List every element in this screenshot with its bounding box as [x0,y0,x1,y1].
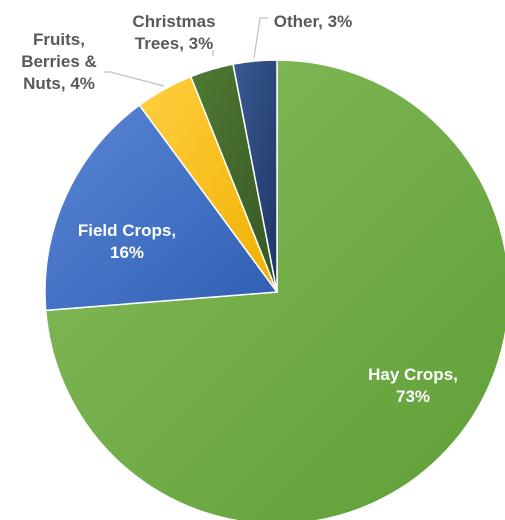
slice-hay-crops [44,59,505,520]
slice-field-crops [44,104,279,312]
label-christmas-trees: Christmas Trees, 3% [132,12,215,53]
label-other: Other, 3% [274,12,352,31]
slice-other [232,59,278,293]
label-field-crops-line: 16% [110,243,144,262]
label-hay-crops-line: Hay Crops, [368,365,458,384]
label-field-crops-line: Field Crops, [78,221,176,240]
label-fruits-berries-nuts-line: Nuts, 4% [23,74,95,93]
label-christmas-trees-line: Christmas [132,12,215,31]
label-other-leader-line [253,17,268,59]
label-hay-crops: Hay Crops, 73% [368,365,458,406]
label-hay-crops-line: 73% [396,387,430,406]
label-fruits-berries-nuts-line: Berries & [21,52,97,71]
label-other-line: Other, 3% [274,12,352,31]
label-fruits-berries-nuts: Fruits, Berries & Nuts, 4% [21,30,97,93]
label-christmas-trees-line: Trees, 3% [135,34,213,53]
label-fruits-berries-nuts-line: Fruits, [33,30,85,49]
label-fruits-berries-nuts-leader-line [104,71,165,87]
label-field-crops: Field Crops, 16% [78,221,176,262]
